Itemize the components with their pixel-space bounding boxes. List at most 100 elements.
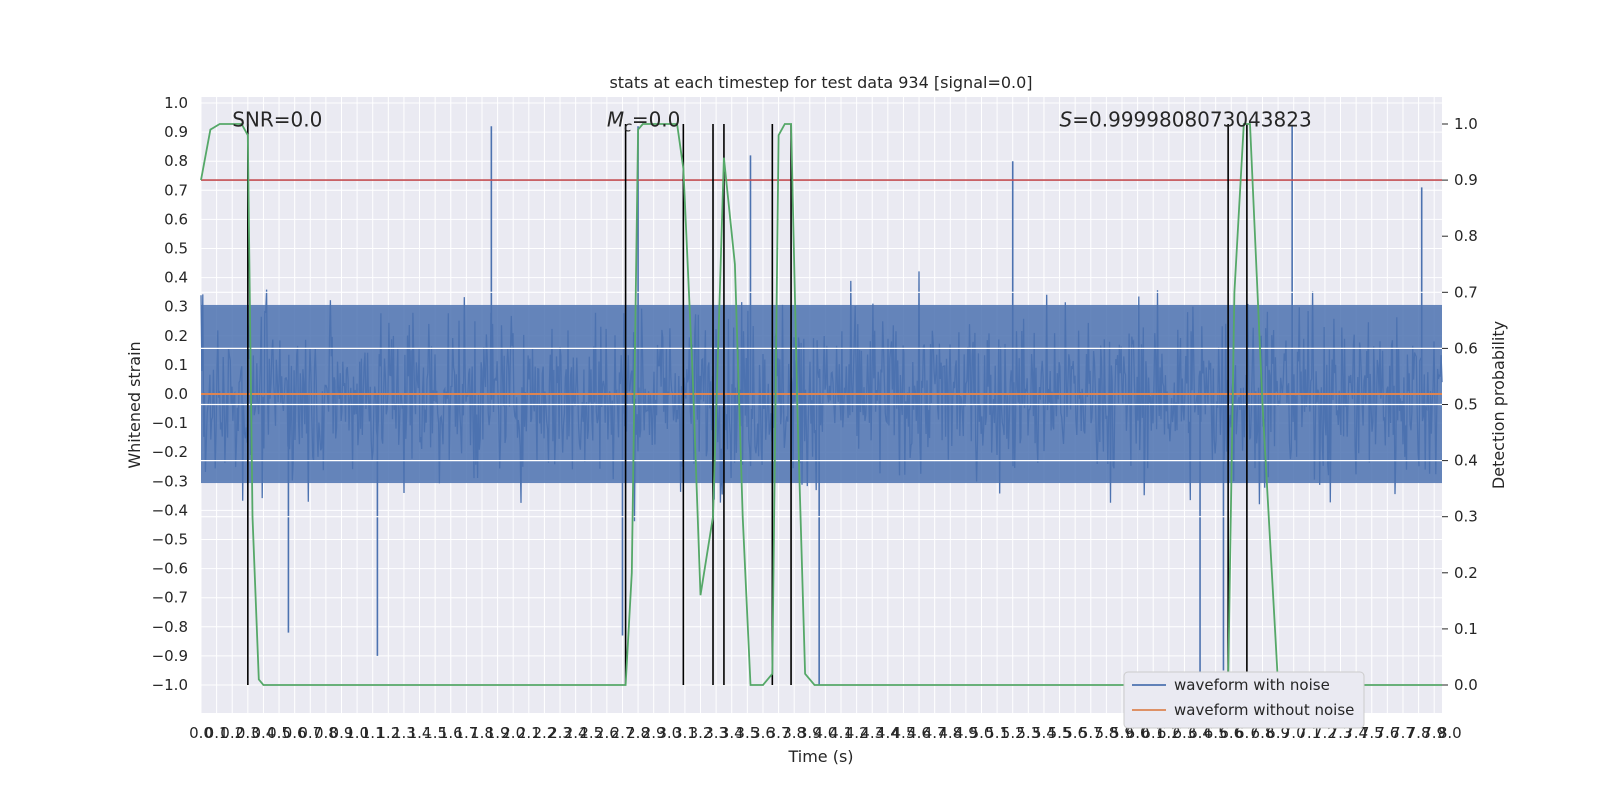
right-y-tick-label: 0.7: [1454, 283, 1478, 301]
left-y-tick-label: 0.7: [164, 181, 188, 199]
left-y-tick-label: 0.5: [164, 240, 188, 258]
x-tick-label: 1.3: [392, 724, 416, 742]
x-tick-label: 2.3: [548, 724, 572, 742]
left-y-tick-label: 0.6: [164, 210, 188, 228]
left-y-tick-label: −0.8: [152, 618, 188, 636]
legend-box: [1123, 671, 1365, 729]
left-y-tick-label: 0.9: [164, 123, 188, 141]
right-y-tick-label: 0.3: [1454, 508, 1478, 526]
x-tick-label: 5.9: [1110, 724, 1134, 742]
left-y-tick-label: −0.2: [152, 443, 188, 461]
x-tick-label: 5.1: [985, 724, 1009, 742]
x-tick-label: 7.5: [1360, 724, 1384, 742]
x-tick-label: 5.2: [1001, 724, 1025, 742]
left-y-tick-label: 0.4: [164, 269, 188, 287]
x-tick-label: 5.0: [970, 724, 994, 742]
left-y-tick-label: 0.8: [164, 152, 188, 170]
annotation-text: S=0.9999808073043823: [1060, 107, 1312, 131]
x-tick-label: 2.4: [564, 724, 588, 742]
left-y-tick-label: 1.0: [164, 94, 188, 112]
left-y-tick-label: −0.3: [152, 472, 188, 490]
right-y-tick-label: 1.0: [1454, 115, 1478, 133]
x-tick-label: 4.8: [938, 724, 962, 742]
x-tick-label: 5.7: [1079, 724, 1103, 742]
x-tick-label: 1.8: [470, 724, 494, 742]
x-tick-label: 3.9: [798, 724, 822, 742]
x-tick-label: 5.8: [1094, 724, 1118, 742]
x-tick-label: 0.1: [205, 724, 229, 742]
annotation-text: SNR=0.0: [232, 107, 322, 131]
x-tick-labels: 0.00.10.20.30.40.50.60.70.80.91.01.11.21…: [189, 724, 1462, 742]
x-tick-label: 0.9: [330, 724, 354, 742]
x-tick-label: 1.2: [376, 724, 400, 742]
x-tick-label: 4.7: [923, 724, 947, 742]
x-tick-label: 7.8: [1407, 724, 1431, 742]
legend: waveform with noise waveform without noi…: [1123, 671, 1365, 729]
x-tick-label: 3.6: [751, 724, 775, 742]
x-tick-label: 0.0: [189, 724, 213, 742]
annotations: SNR=0.0 Mc=0.0 S=0.9999808073043823: [232, 107, 1311, 135]
left-y-axis-label: Whitened strain: [125, 341, 144, 468]
left-y-tick-labels: −1.0 −0.9 −0.8 −0.7 −0.6 −0.5 −0.4 −0.3 −0.2 −0.1…: [152, 94, 188, 694]
x-tick-label: 1.5: [423, 724, 447, 742]
x-tick-label: 1.7: [454, 724, 478, 742]
right-y-tick-label: 0.5: [1454, 396, 1478, 414]
right-y-tick-label: 0.4: [1454, 452, 1478, 470]
x-tick-label: 4.6: [907, 724, 931, 742]
x-tick-label: 0.2: [220, 724, 244, 742]
x-tick-label: 3.5: [735, 724, 759, 742]
right-y-tick-label: 0.8: [1454, 227, 1478, 245]
right-y-tick-label: 0.9: [1454, 171, 1478, 189]
x-axis-label: Time (s): [787, 747, 853, 766]
x-tick-label: 3.3: [704, 724, 728, 742]
chart-title: stats at each timestep for test data 934…: [609, 73, 1032, 92]
x-tick-label: 0.8: [314, 724, 338, 742]
x-tick-label: 2.7: [611, 724, 635, 742]
x-tick-label: 4.2: [845, 724, 869, 742]
x-tick-label: 2.1: [517, 724, 541, 742]
legend-entry-clean: waveform without noise: [1174, 701, 1354, 719]
x-tick-label: 2.8: [626, 724, 650, 742]
x-tick-label: 5.5: [1048, 724, 1072, 742]
x-tick-label: 2.5: [579, 724, 603, 742]
left-y-tick-label: 0.3: [164, 298, 188, 316]
x-tick-label: 4.1: [829, 724, 853, 742]
x-tick-label: 2.2: [532, 724, 556, 742]
right-y-tick-label: 0.6: [1454, 339, 1478, 357]
left-y-tick-label: −0.4: [152, 501, 188, 519]
x-tick-label: 4.9: [954, 724, 978, 742]
x-tick-label: 0.7: [298, 724, 322, 742]
x-tick-label: 3.4: [720, 724, 744, 742]
left-y-tick-label: −0.6: [152, 560, 188, 578]
x-tick-label: 7.9: [1422, 724, 1446, 742]
x-tick-label: 5.4: [1032, 724, 1056, 742]
x-tick-label: 4.3: [860, 724, 884, 742]
x-tick-label: 4.5: [892, 724, 916, 742]
x-tick-label: 1.9: [486, 724, 510, 742]
x-tick-label: 5.3: [1016, 724, 1040, 742]
x-tick-label: 1.0: [345, 724, 369, 742]
left-y-tick-label: −0.7: [152, 589, 188, 607]
x-tick-label: 1.1: [361, 724, 385, 742]
left-y-tick-label: 0.0: [164, 385, 188, 403]
right-y-tick-label: 0.2: [1454, 564, 1478, 582]
x-tick-label: 2.9: [642, 724, 666, 742]
left-y-tick-label: −0.9: [152, 647, 188, 665]
x-tick-label: 1.4: [408, 724, 432, 742]
left-y-tick-label: 0.2: [164, 327, 188, 345]
left-y-tick-label: −1.0: [152, 676, 188, 694]
x-tick-label: 2.6: [595, 724, 619, 742]
x-tick-label: 7.7: [1391, 724, 1415, 742]
left-y-tick-label: 0.1: [164, 356, 188, 374]
x-tick-label: 3.8: [782, 724, 806, 742]
x-tick-label: 0.3: [236, 724, 260, 742]
x-tick-label: 4.0: [813, 724, 837, 742]
x-tick-label: 1.6: [439, 724, 463, 742]
right-y-tick-labels: 0.0 0.1 0.2 0.3 0.4 0.5 0.6 0.7 0.8 0.9 1.0: [1442, 115, 1478, 694]
left-y-tick-label: −0.1: [152, 414, 188, 432]
x-tick-label: 3.2: [689, 724, 713, 742]
right-y-axis-label: Detection probability: [1489, 321, 1508, 489]
x-tick-label: 3.0: [657, 724, 681, 742]
x-tick-label: 2.0: [501, 724, 525, 742]
x-tick-label: 3.1: [673, 724, 697, 742]
